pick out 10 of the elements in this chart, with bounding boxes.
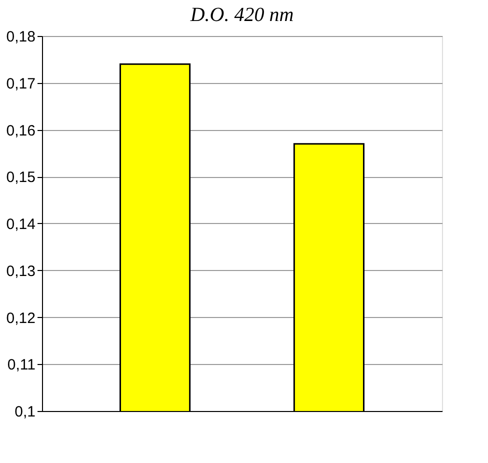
y-tick-label: 0,15 bbox=[6, 169, 36, 186]
y-tick-label: 0,13 bbox=[6, 262, 36, 280]
y-tick-label: 0,18 bbox=[6, 28, 36, 46]
y-tick-label: 0,17 bbox=[6, 75, 36, 92]
y-tick-label: 0,12 bbox=[6, 310, 36, 327]
y-tick-label: 0,11 bbox=[7, 356, 36, 374]
y-tick-label: 0,1 bbox=[14, 404, 36, 420]
y-tick-label: 0,16 bbox=[6, 122, 36, 140]
y-tick-label: 0,14 bbox=[6, 216, 36, 233]
chart-title: D.O. 420 nm bbox=[189, 4, 294, 26]
